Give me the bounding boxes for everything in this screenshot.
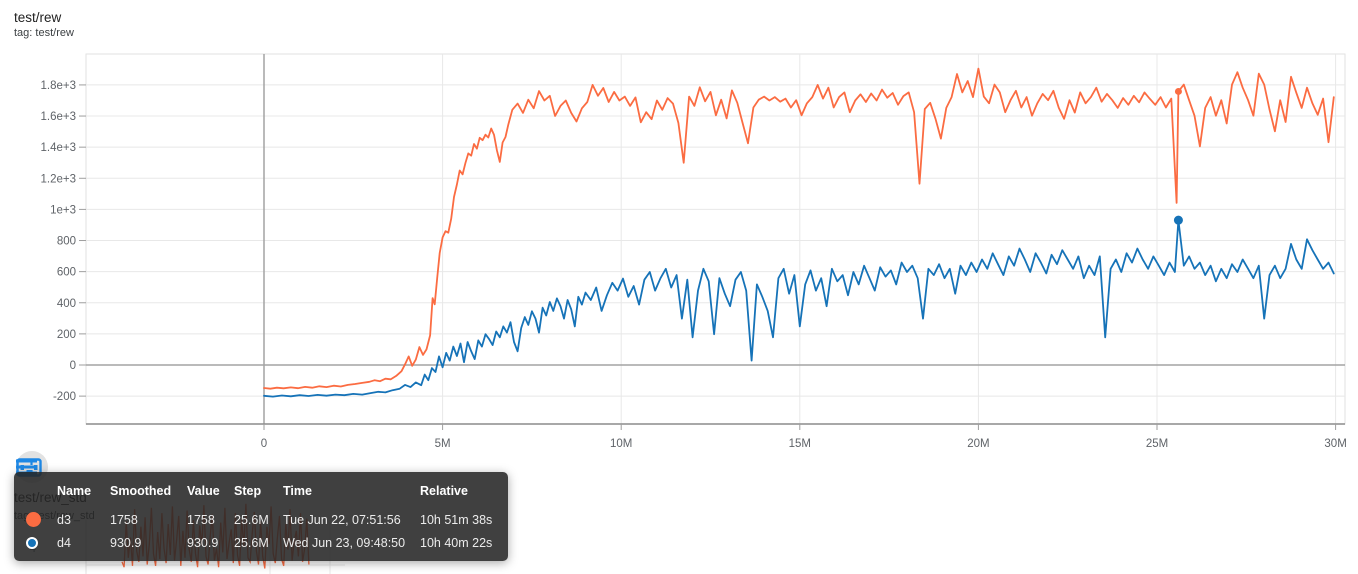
y-tick-label: 1.6e+3 [41,111,77,123]
y-tick-label: 0 [70,360,76,372]
tooltip-header-smoothed: Smoothed [110,484,172,498]
plot-border [85,53,1346,425]
x-tick-label: 25M [1146,438,1168,450]
card-title-rew: test/rew [14,10,62,25]
tooltip-relative: 10h 51m 38s [420,512,493,527]
tooltip-swatch-header [14,484,57,509]
run-swatch-d3 [14,512,57,527]
tooltip-smoothed-value: 930.9 [110,535,142,550]
cursor-dot-d3 [1174,87,1182,95]
y-tick-label: 600 [57,267,76,279]
tooltip-header-step: Step [234,484,262,498]
x-tick-label: 20M [967,438,989,450]
x-tick-label: 10M [610,438,632,450]
card-tag-rew: tag: test/rew [14,27,74,39]
tooltip-step: 25.6M [234,535,269,550]
tooltip-smoothed-value: 1758 [110,512,138,527]
y-tick-label: 1e+3 [50,204,76,216]
y-tick-label: -200 [53,391,76,403]
series-d3-line [263,67,1335,390]
x-tick-label: 5M [435,438,451,450]
x-tick-label: 0 [261,438,267,450]
y-tick-label: 1.4e+3 [41,142,77,154]
tooltip-time: Tue Jun 22, 07:51:56 [283,512,401,527]
tooltip-time: Wed Jun 23, 09:48:50 [283,535,406,550]
x-tick-label: 30M [1324,438,1346,450]
y-tick-label: 800 [57,236,76,248]
tooltip-value: 1758 [187,512,215,527]
y-tick-label: 1.2e+3 [41,173,77,185]
tooltip-value: 930.9 [187,535,219,550]
run-swatch-d4 [14,536,57,549]
rew-line-chart[interactable]: 1.8e+3 1.6e+3 1.4e+3 1.2e+3 1e+3 800 600 400 200… [0,0,1358,460]
x-tick-label: 15M [789,438,811,450]
tooltip-header-name: Name [57,484,92,498]
tooltip-header-value: Value [187,484,220,498]
y-tick-label: 400 [57,298,76,310]
tooltip-step: 25.6M [234,512,269,527]
tooltip-header-time: Time [283,484,312,498]
tooltip-header-relative: Relative [420,484,468,498]
tooltip-relative: 10h 40m 22s [420,535,493,550]
tooltip-run-name: d4 [57,535,71,550]
series-d4-line [263,219,1335,398]
chart-tooltip: Name Smoothed Value Step Time Relative d… [14,472,508,561]
y-tick-label: 1.8e+3 [41,80,77,92]
y-tick-label: 200 [57,329,76,341]
cursor-dot-d4 [1173,215,1183,225]
tooltip-run-name: d3 [57,512,71,527]
